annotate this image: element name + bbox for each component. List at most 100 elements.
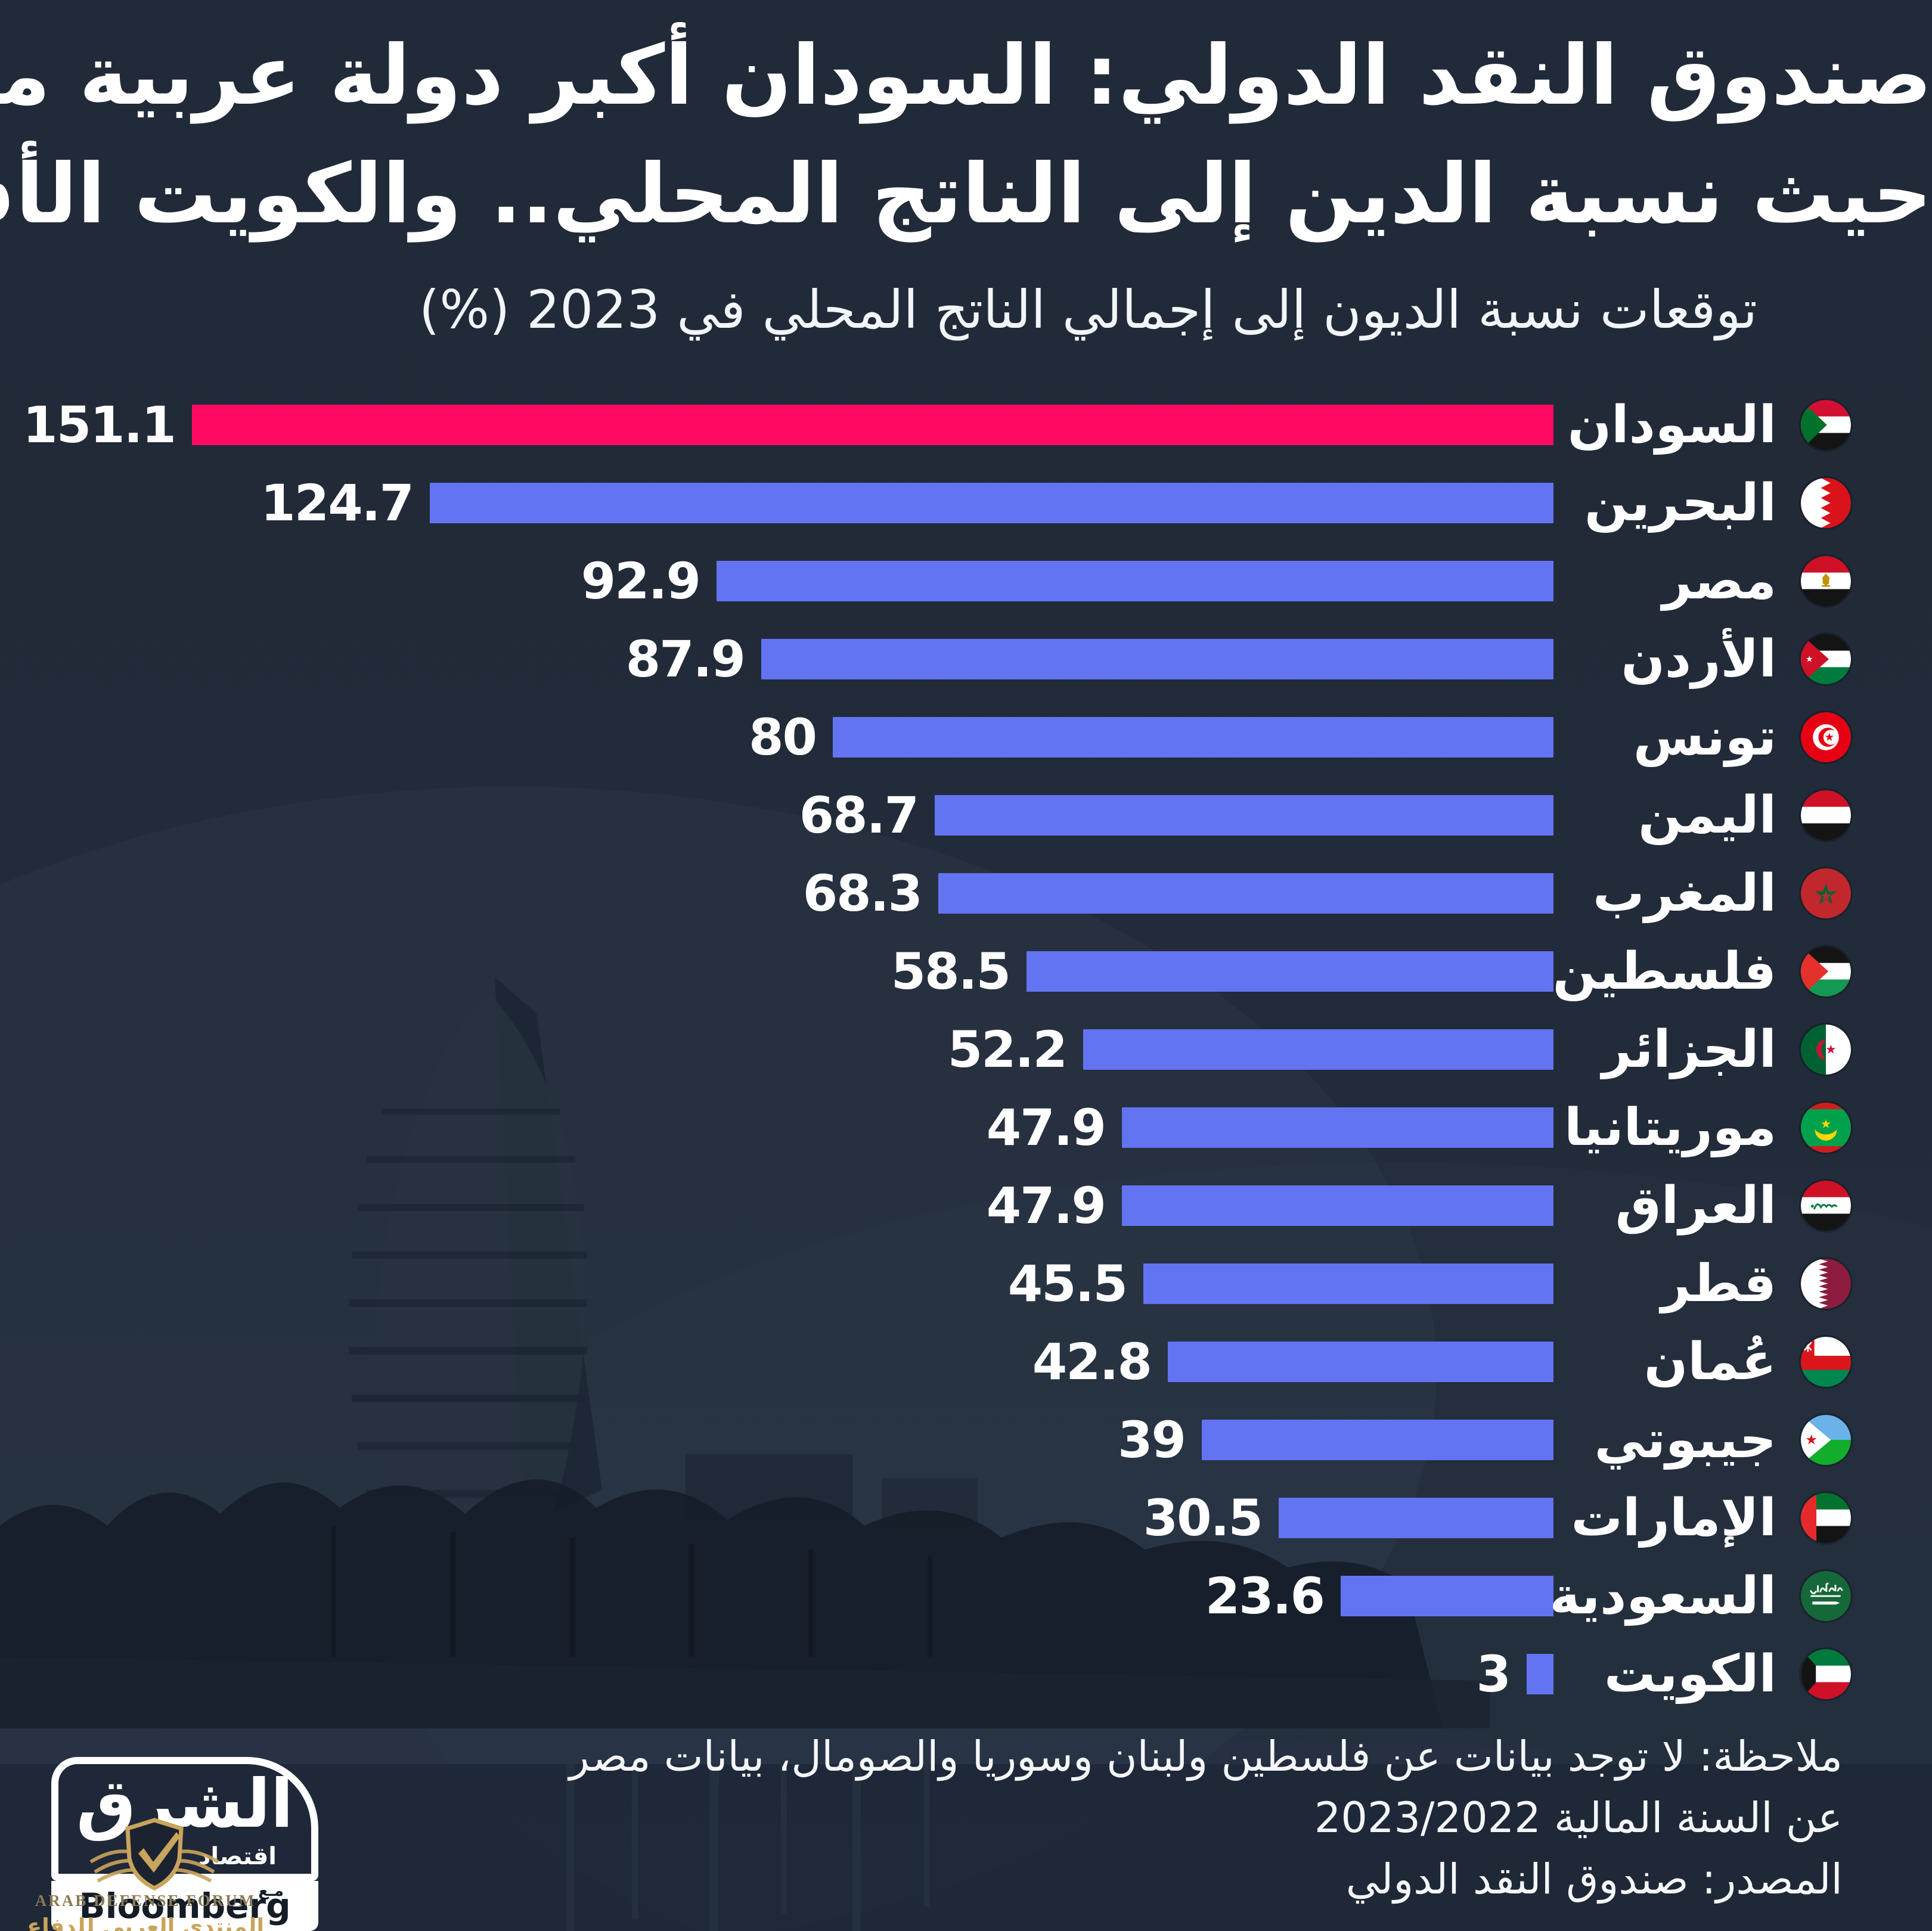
country-flag-icon (1801, 1571, 1851, 1621)
country-label: السعودية (1549, 1566, 1776, 1626)
chart-subtitle: توقعات نسبة الديون إلى إجمالي الناتج الم… (419, 279, 1757, 340)
bar (1083, 1029, 1553, 1070)
chart-row: 124.7 البحرين (0, 473, 1932, 533)
country-flag-icon (1801, 478, 1851, 528)
bar-value-label: 68.3 (802, 864, 923, 923)
title-line-1: صندوق النقد الدولي: السودان أكبر دولة عر… (0, 27, 1932, 123)
country-flag-icon (1801, 1181, 1851, 1231)
chart-row: 42.8 عُمان (0, 1332, 1932, 1392)
country-label: فلسطين (1552, 942, 1776, 1001)
bloomberg-band: مـع Bloomberg (51, 1881, 318, 1931)
country-label: اليمن (1638, 786, 1776, 845)
bar (1122, 1185, 1553, 1226)
country-label: مصر (1662, 551, 1776, 611)
bar (935, 795, 1553, 836)
country-flag-icon (1801, 556, 1851, 606)
page-title: صندوق النقد الدولي: السودان أكبر دولة عر… (0, 17, 1932, 253)
country-flag-icon (1801, 634, 1851, 684)
country-flag-icon (1801, 400, 1851, 450)
chart-row: 68.3 المغرب (0, 864, 1932, 923)
bar-value-label: 30.5 (1143, 1489, 1263, 1547)
bar (1122, 1107, 1553, 1148)
bar (192, 405, 1553, 445)
bar-value-label: 23.6 (1205, 1567, 1325, 1625)
country-label: عُمان (1643, 1332, 1776, 1392)
bar-value-label: 47.9 (986, 1176, 1106, 1235)
bar-value-label: 39 (1118, 1411, 1186, 1469)
chart-row: 52.2 الجزائر (0, 1020, 1932, 1079)
chart-row: 47.9 موريتانيا (0, 1098, 1932, 1157)
bar (1202, 1420, 1553, 1460)
country-flag-icon (1801, 1415, 1851, 1465)
asharq-logo-subtext: اقتصاد (198, 1843, 277, 1870)
country-label: الأردن (1621, 629, 1776, 689)
country-label: الجزائر (1602, 1020, 1776, 1079)
bar-value-label: 92.9 (581, 552, 701, 610)
country-label: قطر (1661, 1254, 1776, 1314)
country-label: العراق (1615, 1176, 1776, 1235)
bar-value-label: 124.7 (261, 474, 414, 532)
country-label: موريتانيا (1564, 1098, 1776, 1157)
country-label: البحرين (1584, 473, 1776, 533)
chart-row: 39 جيبوتي (0, 1410, 1932, 1470)
note-line-3: المصدر: صندوق النقد الدولي (1345, 1855, 1843, 1904)
bar (1341, 1576, 1553, 1616)
bar (761, 639, 1553, 679)
country-flag-icon (1801, 1493, 1851, 1543)
chart-row: 80 تونس (0, 707, 1932, 767)
country-flag-icon (1801, 1649, 1851, 1699)
bar-value-label: 3 (1476, 1645, 1511, 1703)
logo-with-word: مـع (258, 1882, 284, 1900)
title-line-2: حيث نسبة الدين إلى الناتج المحلي.. والكو… (0, 145, 1932, 242)
chart-row: 87.9 الأردن (0, 629, 1932, 689)
chart-row: 47.9 العراق (0, 1176, 1932, 1235)
bar-value-label: 42.8 (1032, 1333, 1152, 1391)
chart-row: 58.5 فلسطين (0, 942, 1932, 1001)
asharq-logo-box: الشرق اقتصاد (51, 1757, 318, 1881)
bar-value-label: 58.5 (891, 942, 1011, 1001)
country-flag-icon (1801, 1103, 1851, 1153)
bar (717, 561, 1553, 601)
country-label: جيبوتي (1594, 1410, 1776, 1470)
country-flag-icon (1801, 868, 1851, 918)
country-label: السودان (1567, 395, 1776, 455)
bar-value-label: 45.5 (1007, 1255, 1128, 1313)
country-flag-icon (1801, 946, 1851, 996)
footnotes: ملاحظة: لا توجد بيانات عن فلسطين ولبنان … (569, 1726, 1843, 1910)
country-label: الإمارات (1571, 1488, 1776, 1548)
country-label: المغرب (1593, 864, 1776, 923)
chart-row: 23.6 السعودية (0, 1566, 1932, 1626)
country-flag-icon (1801, 1337, 1851, 1387)
bar (833, 717, 1553, 758)
chart-row: 45.5 قطر (0, 1254, 1932, 1314)
bar-value-label: 68.7 (799, 786, 919, 845)
country-label: تونس (1633, 707, 1776, 767)
chart-row: 92.9 مصر (0, 551, 1932, 611)
bar-value-label: 80 (749, 708, 817, 766)
country-label: الكويت (1604, 1644, 1776, 1704)
country-flag-icon (1801, 712, 1851, 762)
chart-row: 3 الكويت (0, 1644, 1932, 1704)
note-line-1: ملاحظة: لا توجد بيانات عن فلسطين ولبنان … (569, 1732, 1843, 1781)
country-flag-icon (1801, 790, 1851, 840)
bar (1143, 1263, 1553, 1304)
note-line-2: عن السنة المالية 2023/2022 (1314, 1793, 1843, 1842)
bar-value-label: 47.9 (986, 1098, 1106, 1157)
bar-value-label: 52.2 (947, 1020, 1068, 1079)
asharq-logo-text: الشرق (76, 1765, 294, 1843)
bar-value-label: 87.9 (625, 630, 746, 688)
bar (1168, 1342, 1553, 1382)
chart-row: 30.5 الإمارات (0, 1488, 1932, 1548)
asharq-bloomberg-logo: الشرق اقتصاد مـع Bloomberg (51, 1757, 318, 1931)
country-flag-icon (1801, 1025, 1851, 1075)
bar (1527, 1654, 1553, 1694)
bar (1279, 1498, 1553, 1538)
bar (430, 483, 1553, 523)
chart-row: 151.1 السودان (0, 395, 1932, 455)
bar-chart: 151.1 السودان 124.7 البحرين 92.9 مصر 87.… (0, 395, 1932, 1704)
chart-row: 68.7 اليمن (0, 786, 1932, 845)
country-flag-icon (1801, 1259, 1851, 1309)
bar (1027, 951, 1553, 992)
bloomberg-logo-text: Bloomberg (79, 1886, 291, 1926)
